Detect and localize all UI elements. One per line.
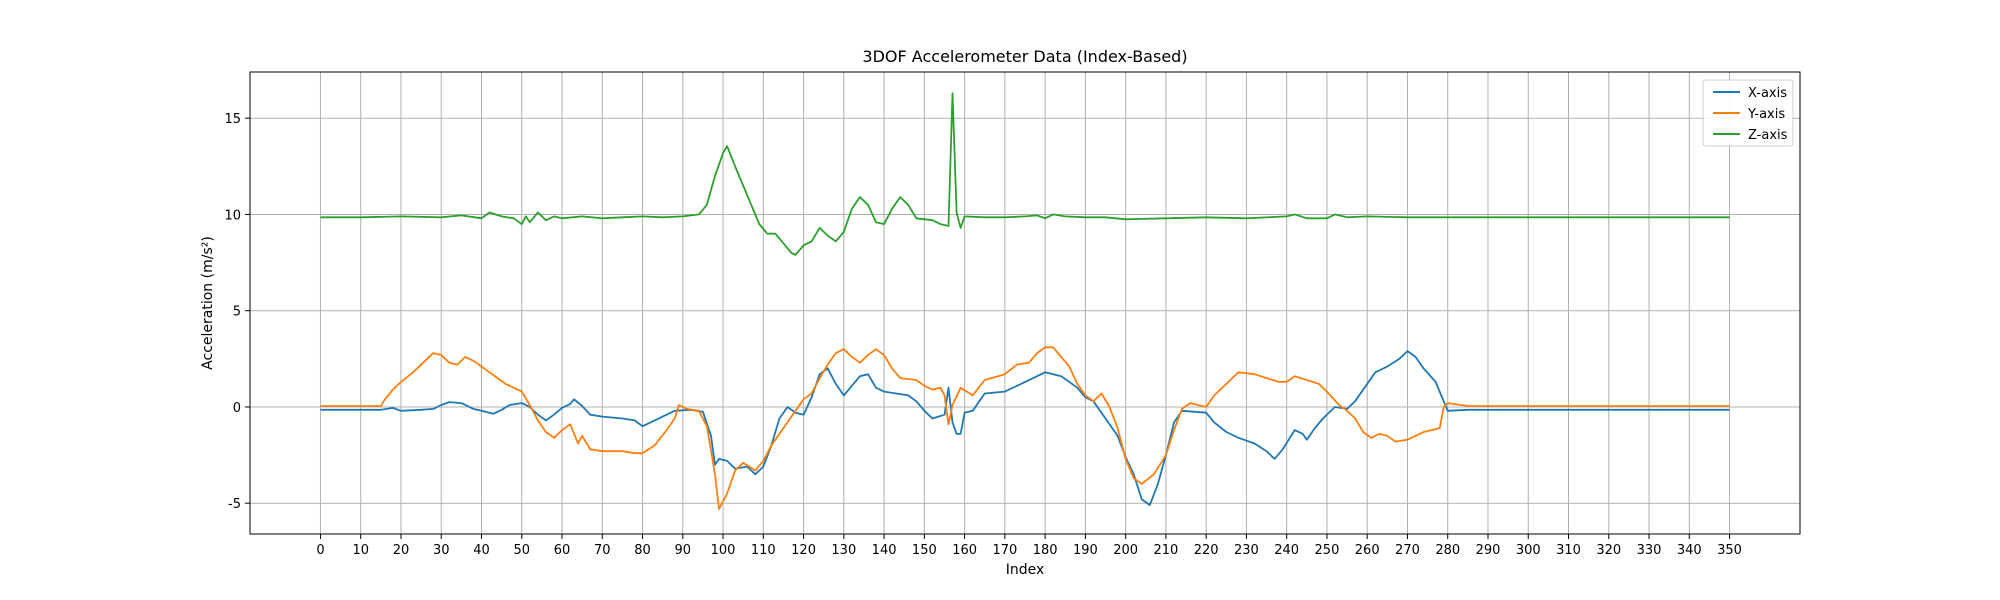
- x-tick-label: 250: [1315, 543, 1340, 558]
- chart-title: 3DOF Accelerometer Data (Index-Based): [862, 47, 1187, 66]
- x-tick-label: 230: [1234, 543, 1259, 558]
- x-tick-label: 100: [711, 543, 736, 558]
- x-tick-label: 70: [594, 543, 611, 558]
- x-tick-label: 290: [1476, 543, 1501, 558]
- x-tick-label: 90: [675, 543, 692, 558]
- x-tick-label: 210: [1153, 543, 1178, 558]
- x-tick-label: 220: [1194, 543, 1219, 558]
- x-tick-label: 10: [352, 543, 369, 558]
- x-tick-label: 50: [513, 543, 530, 558]
- x-tick-label: 300: [1516, 543, 1541, 558]
- y-axis-label: Acceleration (m/s²): [200, 236, 216, 370]
- x-tick-label: 40: [473, 543, 490, 558]
- x-tick-label: 340: [1677, 543, 1702, 558]
- series-line-z-axis: [320, 92, 1730, 256]
- x-tick-label: 80: [634, 543, 651, 558]
- legend-label-x-axis: X-axis: [1748, 86, 1787, 101]
- legend-label-z-axis: Z-axis: [1748, 128, 1788, 143]
- x-tick-label: 120: [791, 543, 816, 558]
- series-line-y-axis: [320, 346, 1730, 510]
- x-tick-label: 330: [1637, 543, 1662, 558]
- legend-label-y-axis: Y-axis: [1747, 107, 1785, 122]
- x-tick-label: 130: [831, 543, 856, 558]
- series-lines: [320, 92, 1730, 510]
- x-tick-label: 110: [751, 543, 776, 558]
- x-tick-label: 310: [1556, 543, 1581, 558]
- x-tick-label: 20: [393, 543, 410, 558]
- x-tick-label: 140: [872, 543, 897, 558]
- legend-box: [1702, 79, 1794, 147]
- x-tick-label: 190: [1073, 543, 1098, 558]
- x-tick-label: 320: [1596, 543, 1621, 558]
- x-tick-label: 150: [912, 543, 937, 558]
- x-tick-label: 0: [316, 543, 324, 558]
- x-tick-label: 350: [1717, 543, 1742, 558]
- y-tick-label: 0: [233, 401, 241, 416]
- x-tick-label: 240: [1274, 543, 1299, 558]
- x-tick-label: 180: [1033, 543, 1058, 558]
- legend: X-axis Y-axis Z-axis: [1702, 79, 1794, 147]
- y-tick-label: 15: [224, 112, 241, 127]
- y-tick-label: -5: [228, 497, 241, 512]
- x-axis-ticks: 0 10 20 30 40 50 60 70 80 90 100 110 120 130 140 150 160…: [316, 534, 1742, 558]
- y-tick-label: 10: [224, 208, 241, 223]
- x-tick-label: 270: [1395, 543, 1420, 558]
- grid: [250, 72, 1800, 534]
- y-axis-ticks: -5 0 5 10 15: [224, 112, 250, 512]
- series-line-x-axis: [320, 350, 1730, 507]
- x-tick-label: 160: [952, 543, 977, 558]
- x-axis-label: Index: [1006, 562, 1045, 578]
- x-tick-label: 170: [992, 543, 1017, 558]
- y-tick-label: 5: [233, 305, 241, 320]
- x-tick-label: 30: [433, 543, 450, 558]
- x-tick-label: 60: [554, 543, 571, 558]
- plot-frame: [249, 71, 1801, 535]
- x-tick-label: 280: [1435, 543, 1460, 558]
- x-tick-label: 260: [1355, 543, 1380, 558]
- x-tick-label: 200: [1113, 543, 1138, 558]
